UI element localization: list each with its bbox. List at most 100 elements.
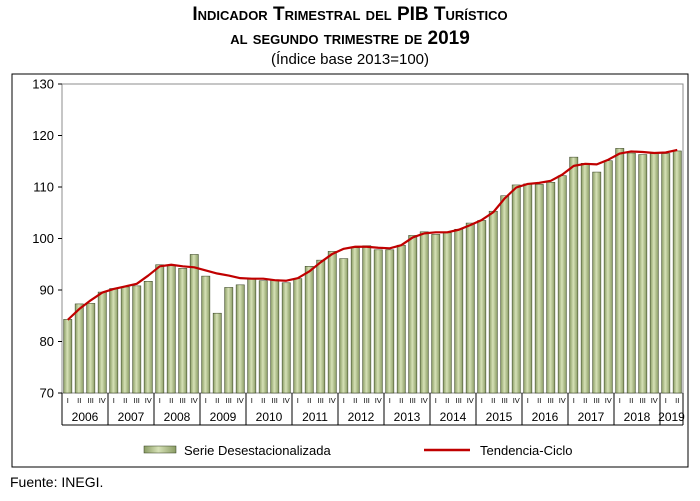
bar-2006-I — [63, 319, 73, 394]
bar-2011-IV — [327, 251, 337, 394]
chart-subtitle: (Índice base 2013=100) — [270, 51, 430, 68]
x-quarter-label: IV — [605, 396, 612, 405]
x-quarter-label: IV — [559, 396, 566, 405]
x-quarter-label: III — [318, 396, 324, 405]
source-note: Fuente: INEGI. — [10, 474, 104, 490]
bar-2009-III — [224, 287, 234, 394]
legend-bar-label: Serie Desestacionalizada — [184, 443, 331, 458]
x-quarter-label: III — [456, 396, 462, 405]
bar-2014-III — [454, 228, 464, 394]
x-quarter-label: I — [435, 396, 437, 405]
bar-2016-I — [523, 183, 533, 394]
x-quarter-label: I — [665, 396, 667, 405]
x-quarter-label: I — [481, 396, 483, 405]
x-quarter-label: II — [629, 396, 633, 405]
x-year-label: 2008 — [164, 410, 191, 424]
x-quarter-label: II — [399, 396, 403, 405]
bar-2015-IV — [511, 184, 521, 394]
bar-2007-III — [132, 285, 142, 394]
bar-2006-III — [86, 303, 96, 394]
x-year-label: 2010 — [256, 410, 283, 424]
x-quarter-label: I — [389, 396, 391, 405]
x-quarter-label: III — [410, 396, 416, 405]
bar-2011-I — [293, 278, 303, 394]
legend-line-label: Tendencia-Ciclo — [480, 443, 573, 458]
y-tick-label: 120 — [32, 128, 54, 143]
bar-2018-III — [638, 154, 648, 394]
bar-2011-II — [304, 266, 314, 394]
trend-line — [66, 148, 678, 321]
x-quarter-label: I — [527, 396, 529, 405]
x-quarter-label: III — [180, 396, 186, 405]
bar-2008-IV — [189, 254, 199, 394]
bar-2014-IV — [465, 222, 475, 394]
bar-2007-IV — [143, 281, 153, 394]
x-quarter-label: III — [134, 396, 140, 405]
x-quarter-label: IV — [145, 396, 152, 405]
x-quarter-label: II — [307, 396, 311, 405]
x-quarter-label: III — [502, 396, 508, 405]
chart-title-line1: Indicador Trimestral del PIB Turístico — [192, 4, 508, 25]
bar-2009-IV — [235, 284, 245, 394]
bar-2013-IV — [419, 231, 429, 394]
x-year-label: 2018 — [624, 410, 651, 424]
x-quarter-label: III — [640, 396, 646, 405]
bar-2012-III — [362, 245, 372, 394]
x-quarter-label: III — [364, 396, 370, 405]
x-quarter-label: II — [675, 396, 679, 405]
bar-2013-III — [408, 235, 418, 394]
x-quarter-label: IV — [191, 396, 198, 405]
x-year-label: 2007 — [118, 410, 145, 424]
x-quarter-label: I — [251, 396, 253, 405]
bar-2008-III — [178, 268, 188, 394]
x-quarter-label: II — [445, 396, 449, 405]
x-quarter-label: III — [88, 396, 94, 405]
y-tick-label: 130 — [32, 77, 54, 92]
y-tick-label: 90 — [40, 283, 54, 298]
bar-2010-I — [247, 278, 257, 394]
bar-2015-III — [500, 195, 510, 394]
bar-2015-II — [488, 210, 498, 394]
bar-2007-I — [109, 288, 119, 394]
bar-2014-II — [442, 232, 452, 394]
x-quarter-label: II — [537, 396, 541, 405]
bar-2010-II — [258, 280, 268, 394]
x-quarter-label: II — [123, 396, 127, 405]
bar-2010-IV — [281, 282, 291, 394]
x-quarter-label: III — [226, 396, 232, 405]
bar-2018-II — [626, 152, 636, 394]
chart-title-line2: al segundo trimestre de 2019 — [230, 28, 470, 49]
bar-2018-I — [615, 148, 625, 394]
x-quarter-label: II — [169, 396, 173, 405]
x-year-label: 2016 — [532, 410, 559, 424]
x-quarter-label: II — [491, 396, 495, 405]
bar-2018-IV — [649, 153, 659, 394]
x-quarter-label: III — [594, 396, 600, 405]
y-tick-label: 100 — [32, 231, 54, 246]
bar-2017-III — [592, 171, 602, 394]
x-quarter-label: I — [67, 396, 69, 405]
legend-bar-swatch — [143, 445, 177, 454]
x-quarter-label: II — [77, 396, 81, 405]
bar-2016-II — [534, 184, 544, 394]
bar-2013-I — [385, 249, 395, 394]
bar-2009-II — [212, 312, 222, 394]
bar-2012-II — [350, 247, 360, 394]
x-quarter-label: III — [548, 396, 554, 405]
y-tick-label: 110 — [33, 180, 54, 195]
x-quarter-label: IV — [651, 396, 658, 405]
x-quarter-label: I — [113, 396, 115, 405]
x-year-label: 2009 — [210, 410, 237, 424]
x-year-label: 2015 — [486, 410, 513, 424]
x-quarter-label: IV — [467, 396, 474, 405]
x-quarter-label: II — [353, 396, 357, 405]
bar-2019-II — [672, 150, 682, 394]
x-year-label: 2011 — [302, 410, 328, 424]
bar-2011-III — [316, 259, 326, 394]
x-quarter-label: II — [261, 396, 265, 405]
x-quarter-label: I — [297, 396, 299, 405]
x-quarter-label: I — [619, 396, 621, 405]
y-tick-label: 70 — [40, 386, 54, 401]
bar-2008-II — [166, 265, 176, 394]
